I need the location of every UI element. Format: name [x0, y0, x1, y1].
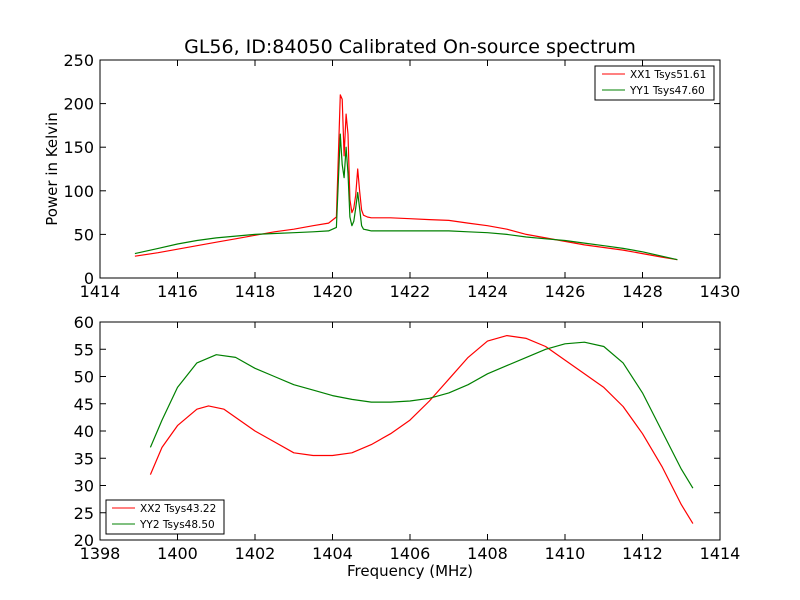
- top-series-line-1: [134, 94, 678, 261]
- bottom-xtick-label: 1414: [700, 544, 741, 563]
- bottom-xtick-label: 1410: [545, 544, 586, 563]
- bottom-ytick-label: 50: [74, 368, 94, 387]
- bottom-xtick-label: 1406: [390, 544, 431, 563]
- top-ytick-label: 200: [63, 95, 94, 114]
- bottom-ytick-label: 55: [74, 340, 94, 359]
- top-plot-area: 1414 1416 1418 1420 1422 1424 1426 1428 1430 0 50 1…: [63, 51, 740, 301]
- bottom-xtick-label: 1402: [235, 544, 276, 563]
- top-series-line-2: [134, 133, 678, 261]
- bottom-legend-box: [105, 499, 225, 535]
- bottom-ytick-label: 30: [74, 477, 94, 496]
- bottom-xtick-label: 1408: [467, 544, 508, 563]
- top-xtick-label: 1422: [390, 282, 431, 301]
- bottom-xtick-label: 1404: [312, 544, 353, 563]
- top-ytick-label: 100: [63, 182, 94, 201]
- top-xtick-label: 1418: [235, 282, 276, 301]
- top-ytick-label: 250: [63, 51, 94, 70]
- bottom-ytick-label: 20: [74, 531, 94, 550]
- top-legend: XX1 Tsys51.61 YY1 Tsys47.60: [594, 65, 715, 101]
- top-spectrum-chart: GL56, ID:84050 Calibrated On-source spec…: [43, 36, 740, 301]
- bottom-chart-xlabel: Frequency (MHz): [347, 562, 473, 580]
- bottom-plot-frame: [99, 321, 721, 541]
- top-ytick-label: 50: [74, 225, 94, 244]
- top-legend-label-yy1: YY1 Tsys47.60: [629, 85, 705, 97]
- bottom-ytick-label: 40: [74, 422, 94, 441]
- bottom-xtick-label: 1412: [622, 544, 663, 563]
- top-ytick-label: 0: [84, 269, 94, 288]
- bottom-series-line-2: [149, 341, 694, 489]
- bottom-spectrum-chart: 1398 1400 1402 1404 1406 1408 1410 1412 1414 20 25…: [74, 313, 741, 580]
- bottom-ytick-label: 60: [74, 313, 94, 332]
- bottom-xtick-label: 1400: [157, 544, 198, 563]
- top-legend-box: [594, 65, 715, 101]
- bottom-ytick-label: 45: [74, 395, 94, 414]
- top-legend-label-xx1: XX1 Tsys51.61: [630, 69, 706, 81]
- top-xtick-label: 1430: [700, 282, 741, 301]
- bottom-legend-label-xx2: XX2 Tsys43.22: [140, 503, 216, 515]
- top-ytick-label: 150: [63, 138, 94, 157]
- bottom-ytick-label: 25: [74, 504, 94, 523]
- top-xtick-label: 1424: [467, 282, 508, 301]
- top-xtick-label: 1420: [312, 282, 353, 301]
- top-plot-frame: [99, 59, 721, 279]
- top-chart-ylabel: Power in Kelvin: [43, 112, 61, 226]
- bottom-legend-label-yy2: YY2 Tsys48.50: [139, 519, 215, 531]
- bottom-series-line-1: [149, 335, 694, 524]
- top-xtick-label: 1426: [545, 282, 586, 301]
- bottom-legend: XX2 Tsys43.22 YY2 Tsys48.50: [105, 499, 225, 535]
- top-xtick-label: 1416: [157, 282, 198, 301]
- top-chart-title: GL56, ID:84050 Calibrated On-source spec…: [184, 36, 636, 58]
- bottom-xtick-label: 1398: [80, 544, 121, 563]
- top-xtick-label: 1414: [80, 282, 121, 301]
- bottom-ytick-label: 35: [74, 449, 94, 468]
- top-xtick-label: 1428: [622, 282, 663, 301]
